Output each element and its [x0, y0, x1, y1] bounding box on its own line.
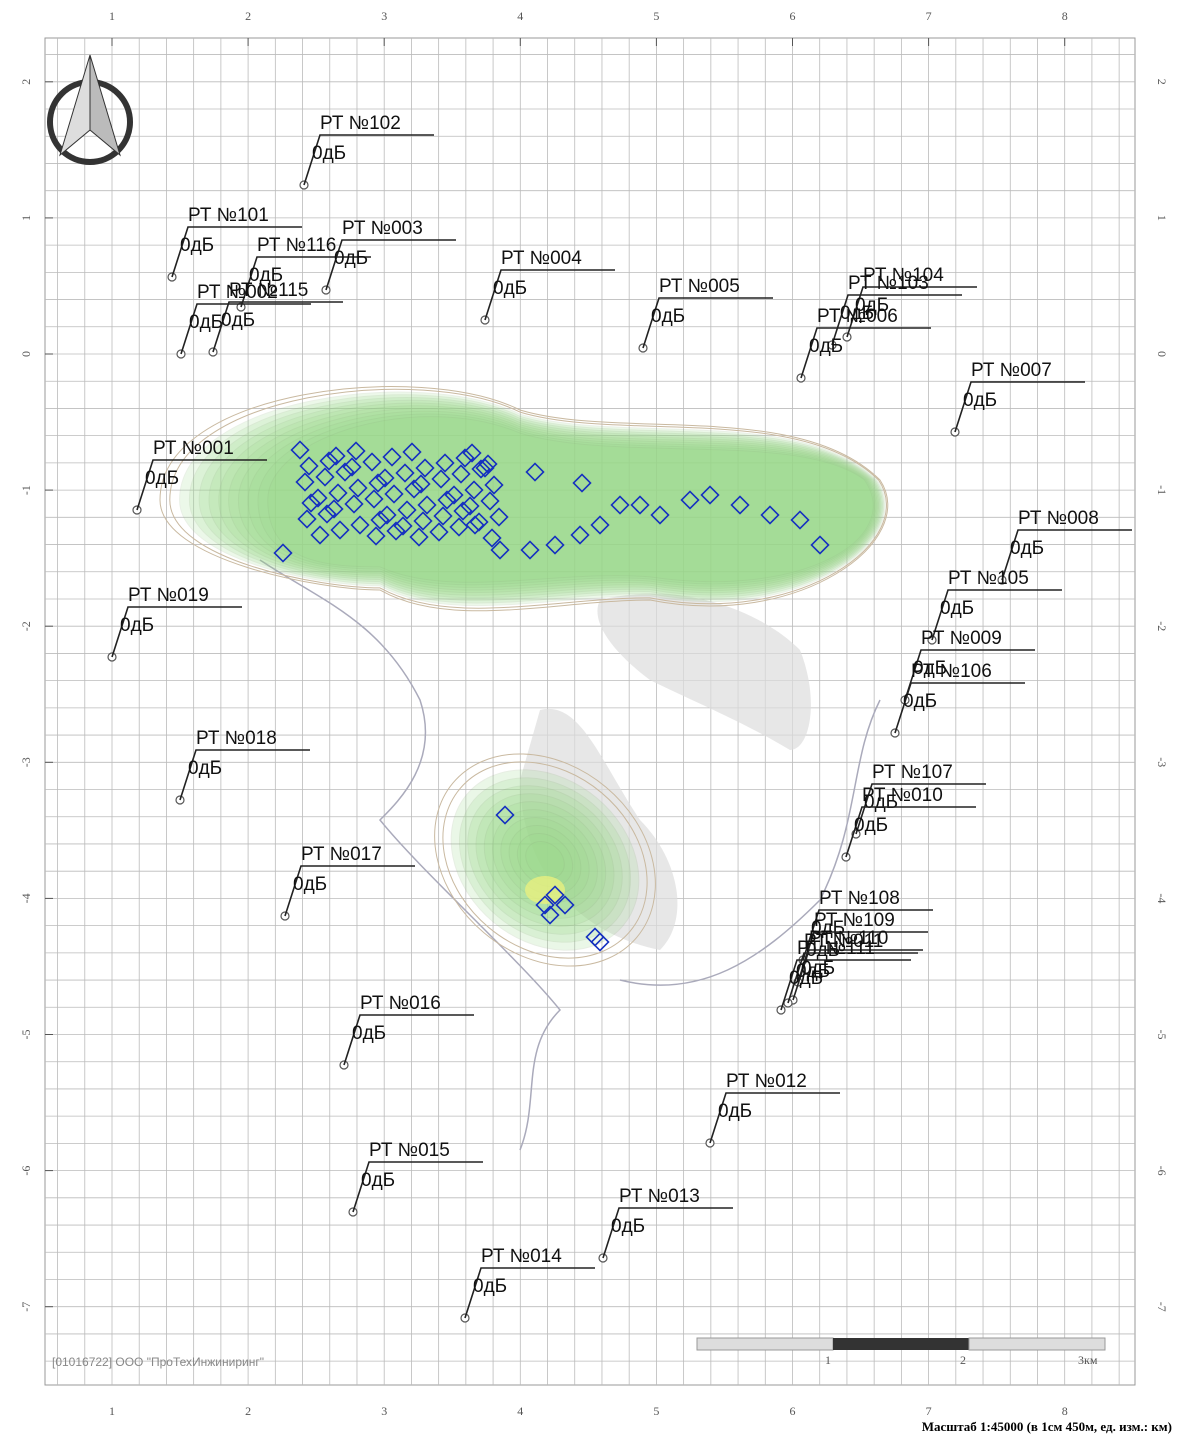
receiver-name: РТ №012: [726, 1071, 807, 1092]
y-tick-label: -1: [19, 485, 33, 495]
y-tick-label: -4: [19, 893, 33, 903]
x-tick-label: 2: [245, 9, 251, 23]
copyright: [01016722] ООО "ПроТехИнжиниринг": [52, 1355, 264, 1369]
x-tick-label: 6: [790, 9, 796, 23]
receiver-name: РТ №014: [481, 1246, 562, 1267]
receiver-name: РТ №009: [921, 628, 1002, 649]
x-tick-label: 3: [381, 9, 387, 23]
x-tick-label: 4: [517, 1404, 523, 1418]
receiver-name: РТ №001: [153, 438, 234, 459]
receiver-name: РТ №015: [369, 1140, 450, 1161]
receiver-level: 0дБ: [651, 306, 685, 327]
receiver-level: 0дБ: [611, 1216, 645, 1237]
receiver-level: 0дБ: [789, 968, 823, 989]
receiver-level: 0дБ: [718, 1101, 752, 1122]
receiver-name: РТ №101: [188, 205, 269, 226]
receiver-name: РТ №005: [659, 276, 740, 297]
y-tick-label: -2: [19, 621, 33, 631]
map: 0дБРТ №1010дБРТ №1020дБРТ №1160дБРТ №003…: [0, 0, 1179, 1438]
receiver-name: РТ №018: [196, 728, 277, 749]
y-tick-label: 2: [19, 79, 33, 85]
receiver-name: РТ №013: [619, 1186, 700, 1207]
x-tick-label: 1: [109, 9, 115, 23]
x-tick-label: 2: [245, 1404, 251, 1418]
y-tick-label: 1: [19, 215, 33, 221]
receiver-name: РТ №115: [229, 280, 308, 301]
receiver-name: РТ №116: [257, 235, 336, 256]
receiver-level: 0дБ: [334, 248, 368, 269]
receiver-name: РТ №010: [862, 785, 943, 806]
receiver-level: 0дБ: [361, 1170, 395, 1191]
receiver-level: 0дБ: [189, 312, 223, 333]
receiver-level: 0дБ: [312, 143, 346, 164]
receiver-level: 0дБ: [473, 1276, 507, 1297]
receiver-name: РТ №106: [911, 661, 992, 682]
y-tick-label: 2: [1155, 79, 1169, 85]
receiver-name: РТ №103: [848, 273, 929, 294]
background: [0, 0, 1179, 1438]
receiver-level: 0дБ: [493, 278, 527, 299]
receiver-name: РТ №019: [128, 585, 209, 606]
receiver-name: РТ №006: [817, 306, 898, 327]
receiver-name: РТ №003: [342, 218, 423, 239]
scale-label: 2: [960, 1353, 966, 1367]
receiver-name: РТ №107: [872, 762, 953, 783]
y-tick-label: -6: [19, 1166, 33, 1176]
receiver-name: РТ №017: [301, 844, 382, 865]
receiver-name: РТ №004: [501, 248, 582, 269]
y-tick-label: -1: [1155, 485, 1169, 495]
x-tick-label: 6: [790, 1404, 796, 1418]
y-tick-label: -5: [1155, 1030, 1169, 1040]
receiver-name: РТ №016: [360, 993, 441, 1014]
y-tick-label: -2: [1155, 621, 1169, 631]
receiver-level: 0дБ: [352, 1023, 386, 1044]
y-tick-label: -7: [19, 1302, 33, 1312]
receiver-name: РТ №102: [320, 113, 401, 134]
scale-label: 1: [825, 1353, 831, 1367]
y-tick-label: 1: [1155, 215, 1169, 221]
receiver-level: 0дБ: [963, 390, 997, 411]
y-tick-label: -4: [1155, 893, 1169, 903]
receiver-level: 0дБ: [221, 310, 255, 331]
x-tick-label: 3: [381, 1404, 387, 1418]
y-tick-label: 0: [1155, 351, 1169, 357]
y-tick-label: 0: [19, 351, 33, 357]
x-tick-label: 8: [1062, 1404, 1068, 1418]
scale-label: 3км: [1078, 1353, 1098, 1367]
x-tick-label: 4: [517, 9, 523, 23]
y-tick-label: -5: [19, 1030, 33, 1040]
x-tick-label: 7: [926, 9, 932, 23]
receiver-name: РТ №007: [971, 360, 1052, 381]
receiver-level: 0дБ: [180, 235, 214, 256]
x-tick-label: 7: [926, 1404, 932, 1418]
y-tick-label: -7: [1155, 1302, 1169, 1312]
receiver-level: 0дБ: [809, 336, 843, 357]
x-tick-label: 8: [1062, 9, 1068, 23]
receiver-level: 0дБ: [188, 758, 222, 779]
x-tick-label: 5: [653, 1404, 659, 1418]
receiver-level: 0дБ: [293, 874, 327, 895]
receiver-level: 0дБ: [120, 615, 154, 636]
y-tick-label: -3: [19, 757, 33, 767]
scale-text: Масштаб 1:45000 (в 1см 450м, ед. изм.: к…: [922, 1419, 1172, 1434]
receiver-level: 0дБ: [854, 815, 888, 836]
x-tick-label: 1: [109, 1404, 115, 1418]
y-tick-label: -3: [1155, 757, 1169, 767]
receiver-level: 0дБ: [903, 691, 937, 712]
receiver-name: РТ №108: [819, 888, 900, 909]
x-tick-label: 5: [653, 9, 659, 23]
receiver-level: 0дБ: [940, 598, 974, 619]
receiver-level: 0дБ: [1010, 538, 1044, 559]
receiver-name: РТ №008: [1018, 508, 1099, 529]
receiver-level: 0дБ: [145, 468, 179, 489]
receiver-name: РТ №105: [948, 568, 1029, 589]
y-tick-label: -6: [1155, 1166, 1169, 1176]
receiver-name: РТ №111: [797, 938, 875, 959]
